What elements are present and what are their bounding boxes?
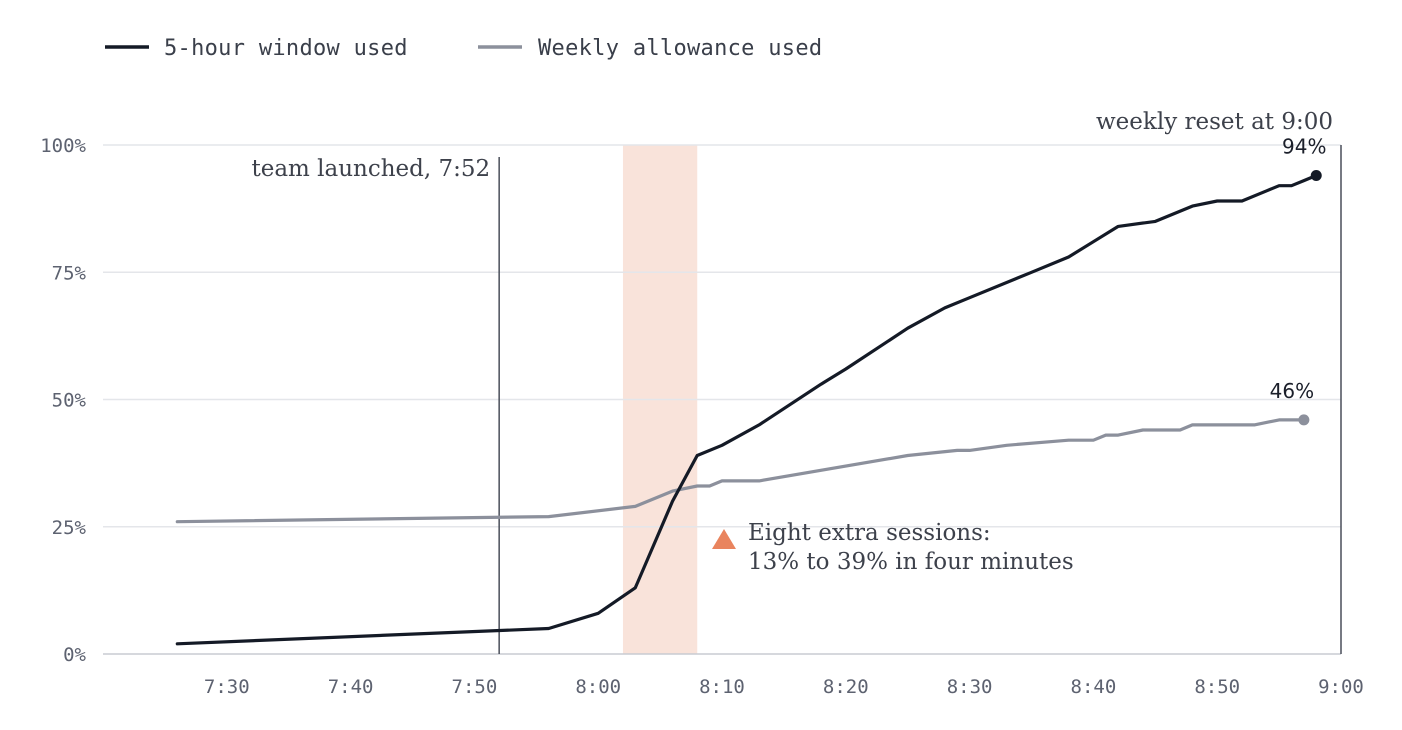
x-tick-label: 8:50: [1194, 676, 1240, 698]
annotation-line-2: 13% to 39% in four minutes: [748, 549, 1074, 575]
x-tick-label: 9:00: [1318, 676, 1364, 698]
y-tick-label: 0%: [63, 644, 86, 666]
x-tick-label: 8:40: [1071, 676, 1117, 698]
series-line-0: [175, 173, 1318, 646]
launch-label: team launched, 7:52: [251, 156, 490, 182]
y-axis-ticks: 0% 25% 50% 75% 100%: [40, 135, 86, 666]
x-tick-label: 7:30: [204, 676, 250, 698]
x-tick-label: 8:10: [699, 676, 745, 698]
y-tick-label: 25%: [52, 517, 87, 539]
series-end-dot-1: [1298, 414, 1310, 426]
series-end-label-0: 94%: [1282, 135, 1326, 159]
series-end-dot-0: [1310, 170, 1322, 182]
annotation-triangle-icon: [712, 529, 736, 549]
legend: 5-hour window used Weekly allowance used: [105, 36, 822, 61]
legend-label-5-hour: 5-hour window used: [164, 36, 408, 61]
annotation-line-1: Eight extra sessions:: [748, 520, 991, 546]
series-line-1: [175, 418, 1306, 524]
legend-label-weekly: Weekly allowance used: [538, 36, 822, 61]
reset-label: weekly reset at 9:00: [1096, 109, 1333, 135]
y-tick-label: 50%: [52, 390, 87, 412]
x-tick-label: 7:40: [328, 676, 374, 698]
x-tick-label: 8:30: [947, 676, 993, 698]
x-tick-label: 7:50: [452, 676, 498, 698]
y-gridlines: [103, 144, 1341, 528]
y-tick-label: 75%: [52, 262, 87, 284]
x-tick-label: 8:00: [575, 676, 621, 698]
series-end-label-1: 46%: [1270, 379, 1314, 403]
x-axis-ticks: 7:30 7:40 7:50 8:00 8:10 8:20 8:30 8:40 8:50 9:00: [204, 676, 1364, 698]
y-tick-label: 100%: [40, 135, 86, 157]
series-group: 46% 94%: [175, 135, 1326, 646]
x-tick-label: 8:20: [823, 676, 869, 698]
